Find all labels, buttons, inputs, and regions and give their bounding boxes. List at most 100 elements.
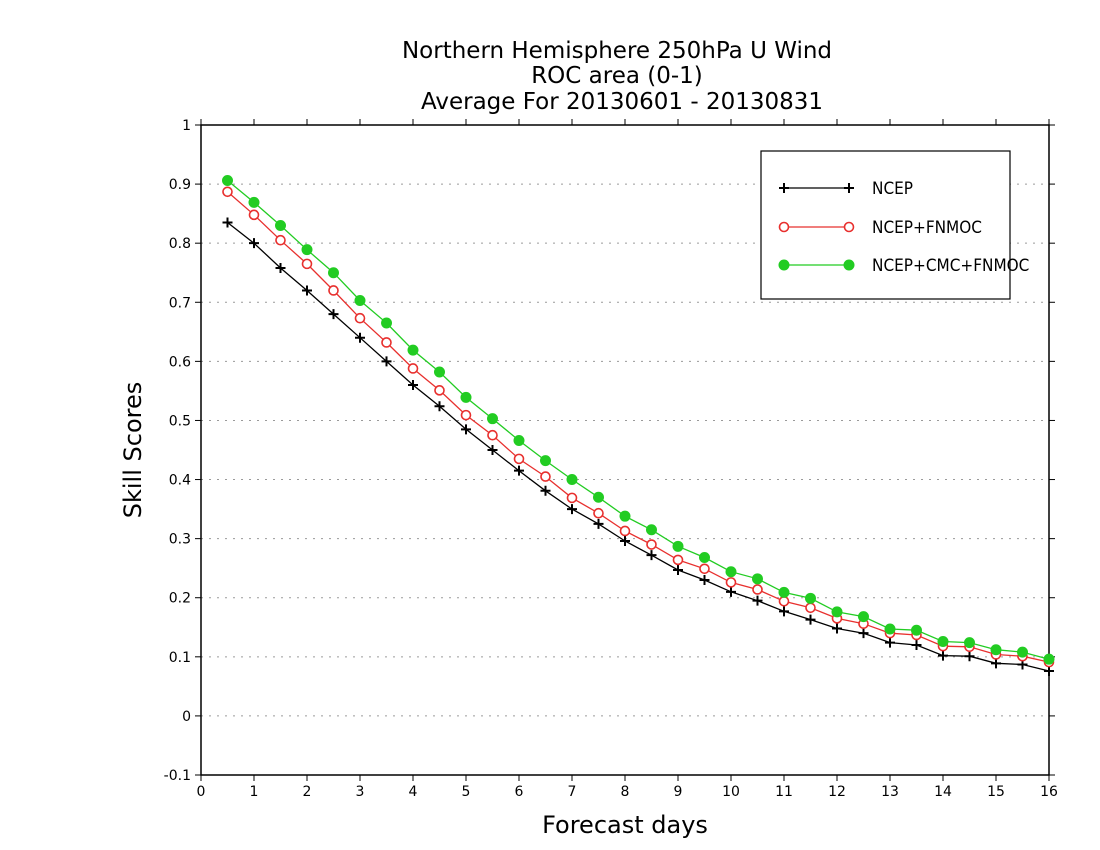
y-tick-label: -0.1 (164, 768, 191, 784)
chart-title-line-2: ROC area (0-1) (531, 63, 703, 89)
data-point-ncep (408, 380, 418, 390)
y-tick-label: 0.8 (169, 236, 191, 252)
data-point-ncep-fnmoc (540, 471, 551, 482)
data-point-ncep-cmc-fnmoc (248, 196, 260, 208)
x-tick-label: 4 (409, 784, 418, 800)
data-point-ncep-cmc-fnmoc (487, 413, 498, 425)
data-point-ncep-fnmoc (275, 234, 286, 246)
y-axis-label: Skill Scores (119, 382, 147, 519)
data-point-ncep-cmc-fnmoc (540, 455, 551, 467)
data-point-ncep-fnmoc (752, 584, 763, 595)
data-point-ncep-fnmoc (407, 363, 419, 374)
data-point-ncep (938, 650, 948, 661)
data-point-ncep-cmc-fnmoc (301, 244, 313, 256)
data-point-ncep-cmc-fnmoc (566, 474, 578, 486)
data-point-ncep (805, 614, 816, 625)
data-point-ncep-cmc-fnmoc (990, 644, 1002, 656)
y-tick-label: 0.2 (169, 591, 191, 607)
data-point-ncep (434, 401, 445, 412)
data-point-ncep-fnmoc (487, 429, 498, 441)
data-point-ncep-cmc-fnmoc (222, 175, 233, 187)
data-point-ncep-fnmoc (248, 209, 260, 221)
data-point-ncep (646, 550, 657, 561)
legend-label-ncep: NCEP (872, 179, 913, 199)
data-point-ncep-cmc-fnmoc (752, 573, 763, 585)
data-point-ncep (593, 518, 604, 529)
data-point-ncep-cmc-fnmoc (699, 552, 710, 564)
data-point-ncep (249, 238, 259, 249)
data-point-ncep (964, 651, 975, 662)
data-point-ncep (726, 586, 736, 597)
data-point-ncep (461, 424, 471, 435)
x-tick-label: 12 (828, 784, 846, 800)
data-point-ncep-fnmoc (778, 595, 790, 607)
data-point-ncep (222, 217, 233, 228)
data-point-ncep-cmc-fnmoc (1017, 646, 1028, 658)
data-point-ncep-fnmoc (381, 337, 392, 348)
x-tick-label: 10 (722, 784, 740, 800)
x-tick-label: 8 (621, 784, 630, 800)
data-point-ncep-cmc-fnmoc (858, 611, 869, 623)
data-point-ncep (514, 465, 524, 476)
data-point-ncep-fnmoc (460, 409, 472, 421)
data-point-ncep-fnmoc (805, 602, 816, 614)
data-point-ncep-fnmoc (672, 554, 684, 566)
legend-marker-ncep-cmc-fnmoc (843, 259, 855, 271)
data-point-ncep-fnmoc (434, 385, 445, 396)
data-series (222, 175, 1055, 676)
data-point-ncep-cmc-fnmoc (354, 295, 366, 306)
data-point-ncep (567, 504, 577, 515)
axis-ticks: -0.100.10.20.30.40.50.60.70.80.910 1 2 3 4 5 6… (164, 118, 1058, 800)
data-point-ncep (991, 658, 1001, 669)
data-point-ncep (381, 356, 392, 367)
data-point-ncep-fnmoc (513, 453, 525, 465)
x-tick-label: 1 (250, 784, 259, 800)
legend-label-ncep-cmc-fnmoc: NCEP+CMC+FNMOC (872, 256, 1029, 276)
data-point-ncep (487, 445, 498, 455)
data-point-ncep-cmc-fnmoc (328, 267, 339, 279)
data-point-ncep-cmc-fnmoc (964, 637, 975, 649)
x-tick-label: 11 (775, 784, 793, 800)
data-point-ncep-cmc-fnmoc (619, 510, 631, 522)
data-point-ncep-cmc-fnmoc (725, 566, 737, 578)
data-point-ncep-cmc-fnmoc (381, 317, 392, 329)
data-point-ncep-cmc-fnmoc (407, 344, 419, 356)
series-ncep (222, 217, 1054, 676)
y-tick-label: 0.9 (169, 177, 191, 193)
data-point-ncep-fnmoc (699, 563, 710, 575)
legend-marker-ncep-fnmoc (778, 221, 790, 233)
data-point-ncep-cmc-fnmoc (884, 623, 896, 635)
series-ncep-cmc-fnmoc (222, 175, 1055, 665)
data-point-ncep (328, 309, 339, 320)
data-point-ncep-fnmoc (222, 186, 233, 198)
data-point-ncep-fnmoc (566, 492, 578, 504)
data-point-ncep (699, 575, 710, 585)
data-point-ncep-cmc-fnmoc (460, 391, 472, 403)
data-point-ncep-cmc-fnmoc (513, 435, 525, 447)
data-point-ncep-cmc-fnmoc (831, 606, 843, 618)
legend: NCEP NCEP+FNMOC NCEP+CMC+FNMOC (760, 150, 1029, 300)
x-tick-label: 9 (674, 784, 683, 800)
data-point-ncep-cmc-fnmoc (805, 592, 816, 604)
y-tick-label: 0.7 (169, 295, 191, 311)
legend-marker-ncep (844, 183, 854, 193)
y-tick-label: 0.5 (169, 413, 191, 429)
x-axis-label: Forecast days (542, 811, 708, 839)
data-point-ncep (1044, 666, 1054, 676)
x-tick-label: 0 (197, 784, 206, 800)
chart-title-line-3: Average For 20130601 - 20130831 (421, 89, 823, 115)
x-tick-label: 3 (356, 784, 365, 800)
data-point-ncep (302, 285, 312, 296)
x-tick-label: 2 (303, 784, 312, 800)
legend-label-ncep-fnmoc: NCEP+FNMOC (872, 218, 982, 238)
data-point-ncep-cmc-fnmoc (646, 524, 657, 536)
data-point-ncep-cmc-fnmoc (275, 219, 286, 231)
data-point-ncep (858, 628, 869, 639)
data-point-ncep (275, 263, 286, 273)
data-point-ncep-cmc-fnmoc (937, 635, 949, 647)
x-tick-label: 7 (568, 784, 577, 800)
data-point-ncep (355, 332, 365, 343)
legend-marker-ncep-cmc-fnmoc (778, 259, 790, 271)
y-tick-label: 0.6 (169, 354, 191, 370)
